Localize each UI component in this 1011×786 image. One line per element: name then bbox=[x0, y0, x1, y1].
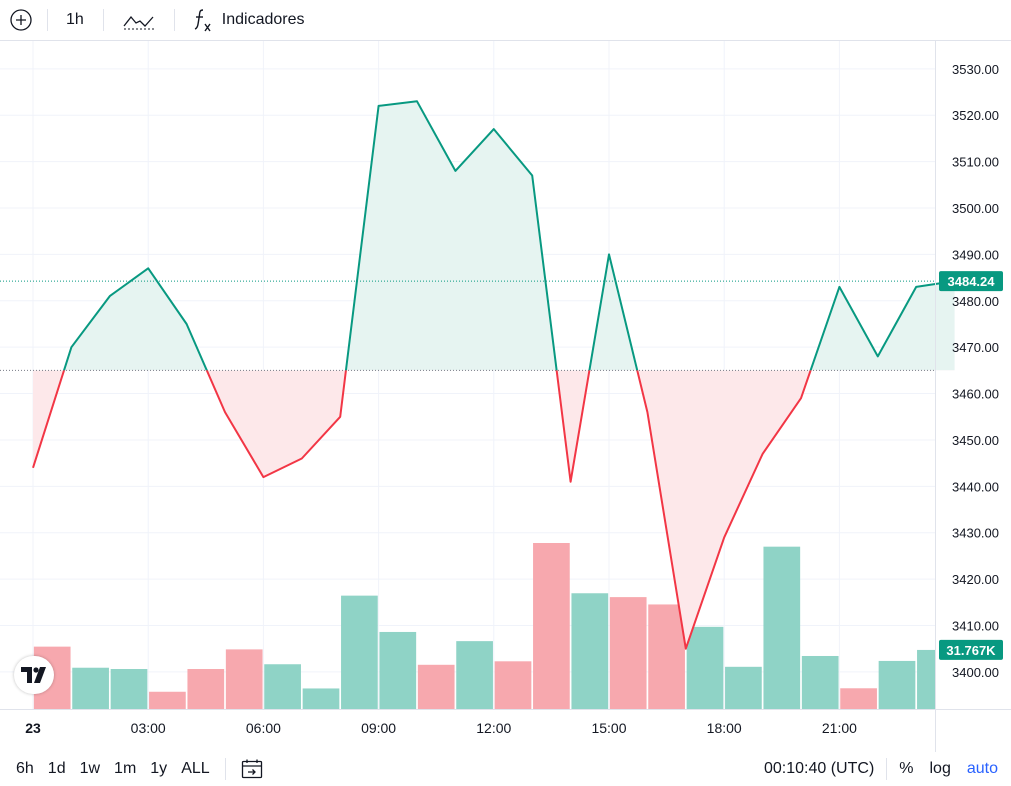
volume-bar bbox=[571, 593, 609, 709]
toolbar-separator bbox=[173, 9, 175, 31]
goto-date-button[interactable] bbox=[234, 757, 270, 781]
x-tick-label: 06:00 bbox=[246, 720, 281, 736]
volume-bar bbox=[725, 666, 762, 709]
indicators-label: Indicadores bbox=[221, 11, 305, 28]
volume-bar bbox=[225, 649, 263, 709]
volume-bar bbox=[878, 660, 916, 709]
add-symbol-button[interactable] bbox=[0, 0, 47, 40]
area-fill-up bbox=[64, 101, 955, 371]
y-tick-label: 3460.00 bbox=[952, 387, 999, 402]
x-tick-label: 03:00 bbox=[131, 720, 166, 736]
bottom-separator bbox=[224, 758, 226, 780]
chart-type-button[interactable] bbox=[104, 0, 174, 40]
volume-bar bbox=[456, 641, 493, 709]
volume-bar bbox=[763, 546, 801, 709]
volume-bar bbox=[149, 691, 186, 709]
toolbar-separator bbox=[47, 9, 48, 31]
y-tick-label: 3470.00 bbox=[952, 340, 999, 355]
calendar-goto-icon bbox=[241, 759, 262, 779]
y-tick-label: 3530.00 bbox=[952, 62, 999, 77]
range-1w-button[interactable]: 1w bbox=[79, 760, 101, 777]
volume-bars bbox=[33, 543, 935, 709]
volume-bar bbox=[801, 655, 839, 709]
range-1m-button[interactable]: 1m bbox=[114, 760, 137, 777]
tradingview-logo[interactable] bbox=[14, 656, 54, 694]
volume-bar bbox=[417, 664, 455, 709]
y-tick-label: 3400.00 bbox=[952, 665, 999, 680]
x-tick-label: 18:00 bbox=[707, 720, 742, 736]
volume-bar bbox=[264, 664, 301, 709]
interval-button[interactable]: 1h bbox=[48, 0, 103, 40]
interval-label: 1h bbox=[66, 11, 84, 28]
volume-bar bbox=[110, 669, 148, 709]
price-line-up bbox=[62, 100, 955, 371]
y-tick-label: 3430.00 bbox=[952, 526, 999, 541]
range-all-button[interactable]: ALL bbox=[181, 760, 210, 777]
x-tick-label: 09:00 bbox=[361, 720, 396, 736]
x-tick-label: 21:00 bbox=[822, 720, 857, 736]
range-6h-button[interactable]: 6h bbox=[16, 760, 34, 777]
range-1d-button[interactable]: 1d bbox=[47, 760, 66, 777]
axes: 3530.00 3520.00 3510.00 3500.00 3490.00 3480.… bbox=[0, 41, 1011, 752]
area-fill-down bbox=[33, 370, 955, 649]
range-1y-button[interactable]: 1y bbox=[150, 760, 168, 777]
line-chart-icon bbox=[123, 15, 154, 30]
badges: 3484.24 31.767K bbox=[939, 271, 1003, 660]
y-tick-label: 3410.00 bbox=[952, 619, 999, 634]
auto-toggle[interactable]: auto bbox=[966, 760, 998, 777]
price-chart[interactable]: 3530.00 3520.00 3510.00 3500.00 3490.00 3480.… bbox=[0, 41, 1011, 752]
bottom-toolbar: 6h 1d 1w 1m 1y ALL 00:10:40 (UTC) % log … bbox=[0, 752, 1011, 786]
y-tick-label: 3520.00 bbox=[952, 108, 999, 123]
last-price-badge bbox=[939, 271, 1003, 292]
x-tick-label: 23 bbox=[25, 720, 41, 736]
tradingview-logo-icon bbox=[21, 667, 46, 683]
y-tick-label: 3420.00 bbox=[952, 572, 999, 587]
bottom-separator bbox=[886, 758, 888, 780]
y-tick-label: 3490.00 bbox=[952, 247, 999, 262]
volume-bar bbox=[187, 669, 225, 709]
plus-circle-icon bbox=[10, 9, 32, 31]
indicators-button[interactable]: Indicadores bbox=[175, 0, 315, 40]
price-area bbox=[0, 101, 955, 649]
volume-bar bbox=[72, 667, 109, 709]
y-tick-label: 3500.00 bbox=[952, 201, 999, 216]
last-price-badge-label: 3484.24 bbox=[948, 274, 996, 289]
volume-bar bbox=[302, 688, 340, 709]
y-tick-label: 3480.00 bbox=[952, 294, 999, 309]
volume-bar bbox=[494, 661, 532, 709]
x-tick-label: 15:00 bbox=[591, 720, 626, 736]
top-toolbar: 1h Indicadores bbox=[0, 0, 1011, 40]
toolbar-divider bbox=[0, 40, 1011, 41]
volume-bar bbox=[341, 595, 378, 709]
volume-bar bbox=[917, 649, 935, 709]
volume-bar bbox=[648, 604, 685, 709]
toolbar-separator bbox=[102, 9, 104, 31]
volume-bar bbox=[379, 631, 417, 709]
fx-icon bbox=[194, 9, 211, 32]
volume-bar bbox=[686, 626, 724, 709]
volume-bar bbox=[533, 543, 570, 709]
utc-time[interactable]: 00:10:40 (UTC) bbox=[764, 760, 875, 777]
volume-bar bbox=[840, 688, 877, 709]
volume-bar bbox=[609, 597, 647, 709]
volume-badge-label: 31.767K bbox=[946, 643, 996, 658]
x-tick-label: 12:00 bbox=[476, 720, 511, 736]
y-tick-label: 3510.00 bbox=[952, 155, 999, 170]
volume-badge bbox=[939, 639, 1003, 660]
percent-toggle[interactable]: % bbox=[899, 760, 914, 777]
price-line-down bbox=[32, 370, 812, 650]
y-tick-label: 3450.00 bbox=[952, 433, 999, 448]
log-toggle[interactable]: log bbox=[929, 760, 951, 777]
y-tick-label: 3440.00 bbox=[952, 479, 999, 494]
